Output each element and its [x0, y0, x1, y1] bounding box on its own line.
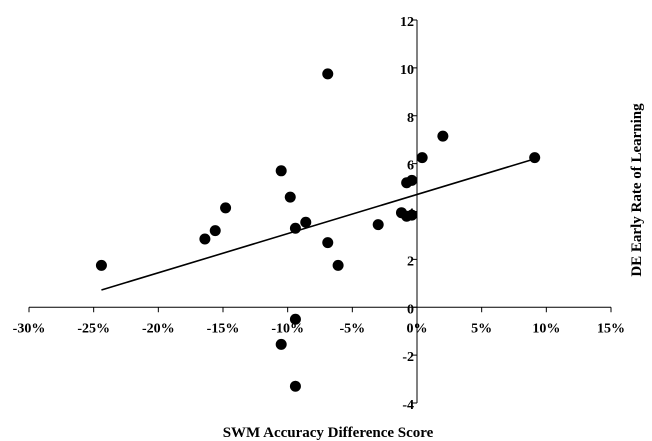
- x-tick-label: -5%: [339, 321, 365, 336]
- data-point: [275, 338, 287, 350]
- data-point: [322, 68, 334, 80]
- y-tick-label: 8: [407, 111, 414, 126]
- x-tick-label: -10%: [271, 321, 304, 336]
- x-axis-title: SWM Accuracy Difference Score: [223, 425, 434, 441]
- y-tick-label: 6: [407, 159, 414, 174]
- x-tick-label: 0%: [407, 321, 428, 336]
- data-point: [289, 313, 301, 325]
- x-tick-label: -20%: [142, 321, 175, 336]
- y-tick-label: 10: [400, 63, 414, 78]
- data-points: [95, 68, 541, 392]
- x-tick-label: -30%: [13, 321, 46, 336]
- trendline: [101, 158, 535, 291]
- y-tick-label: -2: [402, 350, 414, 365]
- x-tick-label: 10%: [532, 321, 560, 336]
- y-tick-label: 2: [407, 254, 414, 269]
- y-tick-label: -4: [402, 398, 414, 413]
- data-point: [284, 191, 296, 203]
- x-ticks: -30% -25% -20% -15% -10% -5% 0% 5% 10% 15%: [13, 307, 625, 336]
- data-point: [220, 202, 232, 214]
- data-point: [300, 216, 312, 228]
- axes: [29, 20, 611, 403]
- data-point: [406, 174, 418, 186]
- x-tick-label: -25%: [77, 321, 110, 336]
- data-point: [209, 225, 221, 237]
- data-point: [416, 152, 428, 164]
- x-tick-label: 15%: [597, 321, 625, 336]
- data-point: [322, 237, 334, 249]
- y-tick-label: 12: [400, 15, 414, 30]
- x-tick-label: 5%: [471, 321, 492, 336]
- x-tick-label: -15%: [207, 321, 240, 336]
- data-point: [275, 165, 287, 177]
- data-point: [529, 152, 541, 164]
- y-tick-label: 0: [407, 302, 414, 317]
- data-point: [406, 209, 418, 221]
- y-axis-title: DE Early Rate of Learning: [629, 103, 645, 277]
- data-point: [332, 259, 344, 271]
- data-point: [289, 222, 301, 234]
- data-point: [95, 259, 107, 271]
- data-point: [289, 380, 301, 392]
- data-point: [372, 219, 384, 231]
- data-point: [199, 233, 211, 245]
- y-ticks: -4-2024681012: [400, 15, 417, 413]
- data-point: [437, 130, 449, 142]
